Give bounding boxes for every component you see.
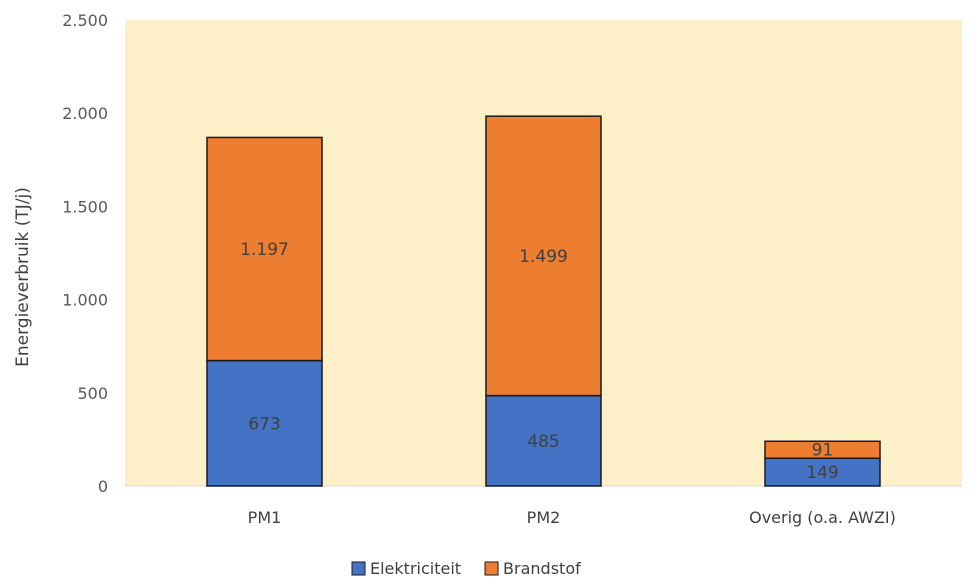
- data-label: 485: [527, 432, 559, 452]
- x-category-label: PM1: [248, 508, 282, 527]
- y-tick-label: 0: [98, 477, 108, 496]
- data-label: 1.197: [240, 240, 289, 260]
- y-tick-label: 1.500: [62, 197, 108, 216]
- bar-segment-elektriciteit: [764, 457, 881, 487]
- legend-swatch: [484, 561, 499, 576]
- x-category-label: Overig (o.a. AWZI): [749, 508, 896, 527]
- x-category-label: PM2: [527, 508, 561, 527]
- bar-segment-elektriciteit: [485, 394, 602, 487]
- y-tick-label: 2.000: [62, 104, 108, 123]
- legend-swatch: [351, 561, 366, 576]
- y-tick-label: 500: [77, 384, 108, 403]
- y-axis-label: Energieverbruik (TJ/j): [13, 187, 33, 367]
- legend-label: Brandstof: [503, 559, 581, 578]
- y-tick-label: 1.000: [62, 291, 108, 310]
- x-axis-categories: PM1 PM2 Overig (o.a. AWZI): [248, 508, 896, 527]
- y-axis-ticks: 0 500 1.000 1.500 2.000 2.500: [62, 11, 108, 496]
- data-label: 673: [248, 414, 280, 434]
- bar-segment-brandstof: [764, 440, 881, 459]
- bar-segment-brandstof: [485, 115, 602, 397]
- data-label: 91: [812, 441, 834, 461]
- data-label: 1.499: [519, 247, 568, 267]
- data-label: 149: [806, 463, 838, 483]
- bar-segment-brandstof: [206, 136, 323, 362]
- y-tick-label: 2.500: [62, 11, 108, 30]
- legend-label: Elektriciteit: [370, 559, 461, 578]
- legend: Elektriciteit Brandstof: [351, 559, 581, 578]
- bar-segment-elektriciteit: [206, 359, 323, 487]
